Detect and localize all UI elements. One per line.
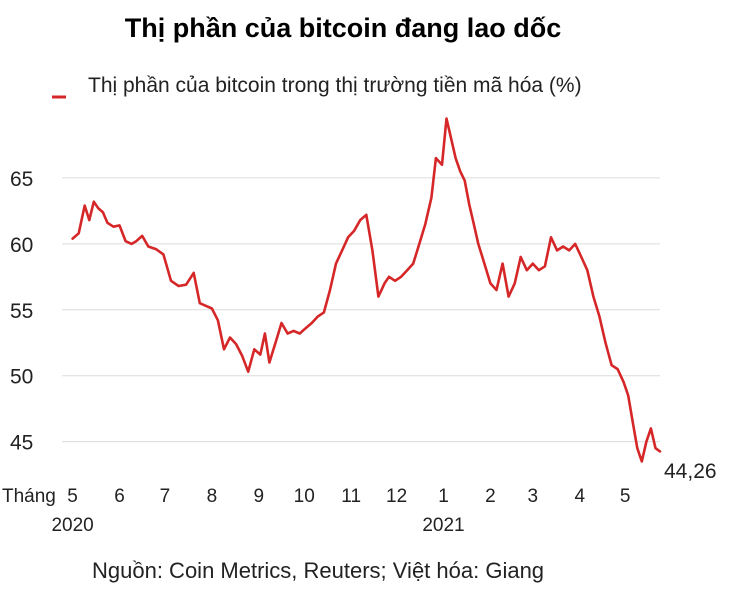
y-tick-label: 65	[10, 168, 33, 191]
x-tick-label: 2	[485, 486, 496, 507]
legend-label: Thị phần của bitcoin trong thị trường ti…	[88, 74, 582, 97]
y-tick-label: 45	[10, 432, 33, 455]
x-tick-label: 4	[574, 486, 585, 507]
x-tick-label: 12	[386, 486, 407, 507]
gridlines	[62, 177, 660, 443]
x-tick-label: 5	[67, 486, 78, 507]
source-note: Nguồn: Coin Metrics, Reuters; Việt hóa: …	[92, 558, 544, 583]
x-year-label: 2020	[51, 515, 93, 536]
x-tick-label: 10	[294, 486, 315, 507]
end-value-label: 44,26	[664, 460, 717, 483]
x-tick-label: 7	[160, 486, 171, 507]
series-line	[71, 117, 662, 463]
y-tick-label: 50	[10, 366, 33, 389]
y-tick-label: 55	[10, 300, 33, 323]
y-tick-label: 60	[10, 234, 33, 257]
x-tick-label: 6	[114, 486, 125, 507]
x-axis-prefix: Tháng	[2, 486, 56, 507]
x-tick-label: 9	[254, 486, 265, 507]
x-tick-label: 3	[528, 486, 539, 507]
plot-area	[71, 117, 662, 463]
y-axis: 65 60 55 50 45	[10, 168, 33, 455]
x-tick-label: 1	[438, 486, 449, 507]
x-tick-label: 5	[620, 486, 631, 507]
chart-title: Thị phần của bitcoin đang lao dốc	[125, 13, 562, 43]
x-tick-label: 8	[207, 486, 218, 507]
x-year-label: 2021	[422, 515, 464, 536]
x-tick-label: 11	[341, 486, 361, 507]
